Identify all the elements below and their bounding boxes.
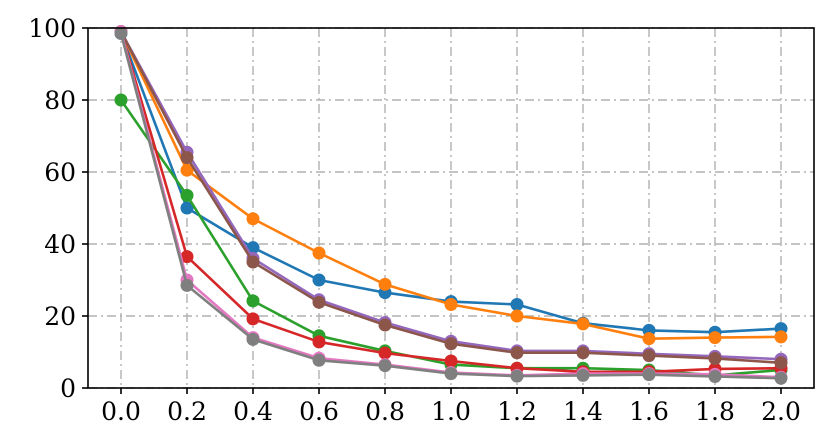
series-2: [114, 25, 788, 346]
data-point: [774, 330, 788, 344]
data-point: [576, 317, 590, 331]
data-point: [246, 312, 260, 326]
data-point: [312, 353, 326, 367]
x-tick-label: 0.4: [233, 397, 273, 426]
data-point: [510, 297, 524, 311]
data-point: [378, 346, 392, 360]
data-point: [312, 273, 326, 287]
y-tick-label: 20: [44, 302, 76, 331]
axis-ticks: 0.0 0.2 0.4 0.6 0.8 1.0 1.2 1.4 1.6 1.8 2.0 0 20 40 60…: [28, 14, 801, 426]
data-point: [510, 369, 524, 383]
x-tick-label: 1.2: [497, 397, 537, 426]
data-point: [246, 255, 260, 269]
data-point: [246, 294, 260, 308]
data-point: [576, 368, 590, 382]
x-tick-label: 0.0: [101, 397, 141, 426]
series-6: [114, 25, 788, 370]
data-point: [114, 26, 128, 40]
data-point: [642, 349, 656, 363]
data-point: [576, 346, 590, 360]
data-point: [246, 212, 260, 226]
y-tick-label: 80: [44, 86, 76, 115]
data-point: [378, 359, 392, 373]
data-point: [180, 201, 194, 215]
y-tick-label: 0: [60, 374, 76, 403]
x-tick-label: 0.8: [365, 397, 405, 426]
data-point: [708, 369, 722, 383]
series-8: [114, 26, 788, 385]
data-point: [378, 318, 392, 332]
x-tick-label: 1.6: [629, 397, 669, 426]
data-point: [444, 354, 458, 368]
x-tick-label: 0.6: [299, 397, 339, 426]
data-point: [114, 93, 128, 107]
data-point: [444, 297, 458, 311]
x-tick-label: 1.8: [695, 397, 735, 426]
data-point: [774, 371, 788, 385]
data-point: [180, 163, 194, 177]
x-tick-label: 0.2: [167, 397, 207, 426]
x-tick-label: 1.0: [431, 397, 471, 426]
data-point: [708, 331, 722, 345]
data-point: [510, 346, 524, 360]
data-point: [312, 335, 326, 349]
data-point: [642, 368, 656, 382]
data-point: [510, 309, 524, 323]
y-tick-label: 60: [44, 158, 76, 187]
x-tick-label: 2.0: [761, 397, 801, 426]
data-point: [312, 246, 326, 260]
x-tick-label: 1.4: [563, 397, 603, 426]
data-point: [312, 295, 326, 309]
data-point: [774, 356, 788, 370]
data-point: [708, 351, 722, 365]
data-point: [180, 151, 194, 165]
y-tick-label: 40: [44, 230, 76, 259]
data-point: [378, 277, 392, 291]
y-tick-label: 100: [28, 14, 76, 43]
data-point: [444, 337, 458, 351]
data-point: [444, 367, 458, 381]
data-point: [180, 278, 194, 292]
data-point: [642, 332, 656, 346]
data-point: [180, 250, 194, 264]
grid: [88, 27, 814, 389]
data-point: [180, 188, 194, 202]
data-point: [246, 332, 260, 346]
